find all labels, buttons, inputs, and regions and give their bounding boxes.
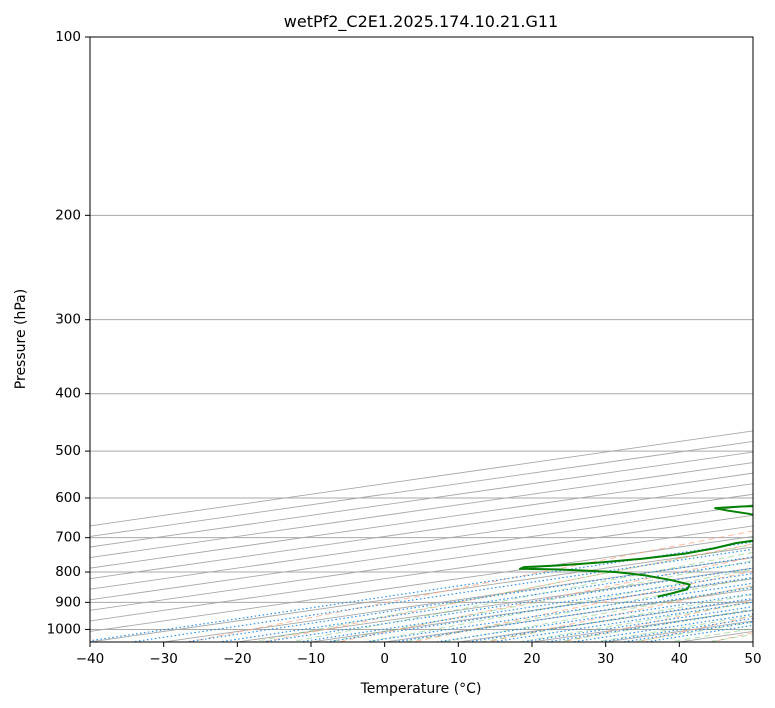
y-tick-label: 600	[55, 490, 81, 506]
x-tick-label: 40	[671, 651, 688, 667]
y-tick-label: 1000	[47, 621, 81, 637]
mixing-ratio-line	[361, 582, 753, 642]
moist-adiabat-line	[287, 551, 753, 642]
isotherm-line	[90, 493, 753, 590]
mixing-ratio-line	[432, 593, 753, 642]
y-tick-label: 900	[55, 594, 81, 610]
dry-adiabat-line	[485, 585, 753, 642]
isotherm-line	[90, 514, 753, 611]
moist-adiabat-line	[516, 601, 753, 642]
mixing-ratio-line	[390, 586, 753, 642]
moist-adiabat-line	[439, 585, 753, 642]
x-tick-label: −20	[223, 651, 252, 667]
mixing-ratio-line	[463, 597, 753, 642]
dry-adiabat-line	[335, 556, 753, 642]
y-axis-label: Pressure (hPa)	[13, 289, 29, 389]
isotherm-line	[90, 536, 753, 632]
mixing-ratio-line	[90, 541, 753, 642]
y-axis-ticks: 100 200 300 400 500 600 700 800 900 1000	[47, 29, 90, 637]
mixing-ratio-line	[259, 567, 753, 642]
x-tick-label: 50	[744, 651, 761, 667]
isotherm-line	[90, 462, 753, 559]
plot-frame	[89, 36, 754, 643]
moist-adiabat-line	[363, 568, 753, 642]
x-axis-ticks: −40 −30 −20 −10 0 10 20 30 40 50	[76, 642, 762, 667]
dry-adiabat-line	[261, 543, 753, 642]
isotherm-line	[90, 525, 753, 622]
x-tick-label: −10	[297, 651, 326, 667]
y-tick-label: 700	[55, 530, 81, 546]
x-tick-label: −30	[149, 651, 178, 667]
y-tick-label: 400	[55, 386, 81, 402]
x-tick-label: −40	[76, 651, 105, 667]
x-tick-label: 20	[523, 651, 540, 667]
background-lines	[90, 37, 753, 642]
x-tick-label: 10	[450, 651, 467, 667]
isotherm-line	[90, 483, 753, 580]
y-tick-label: 800	[55, 564, 81, 580]
dry-adiabat-line	[559, 600, 753, 642]
y-tick-label: 300	[55, 312, 81, 328]
x-tick-label: 30	[597, 651, 614, 667]
chart-title: wetPf2_C2E1.2025.174.10.21.G11	[284, 12, 558, 32]
x-axis-label: Temperature (°C)	[360, 681, 482, 697]
y-tick-label: 100	[55, 29, 81, 45]
moist-adiabat-line	[249, 543, 753, 642]
x-tick-label: 0	[380, 651, 389, 667]
isotherm-line	[90, 504, 753, 601]
isotherm-line	[90, 451, 753, 548]
y-tick-label: 500	[55, 443, 81, 459]
y-tick-label: 200	[55, 207, 81, 223]
mixing-ratio-line	[128, 548, 753, 642]
plot-area	[90, 37, 753, 642]
isotherm-line	[90, 472, 753, 569]
